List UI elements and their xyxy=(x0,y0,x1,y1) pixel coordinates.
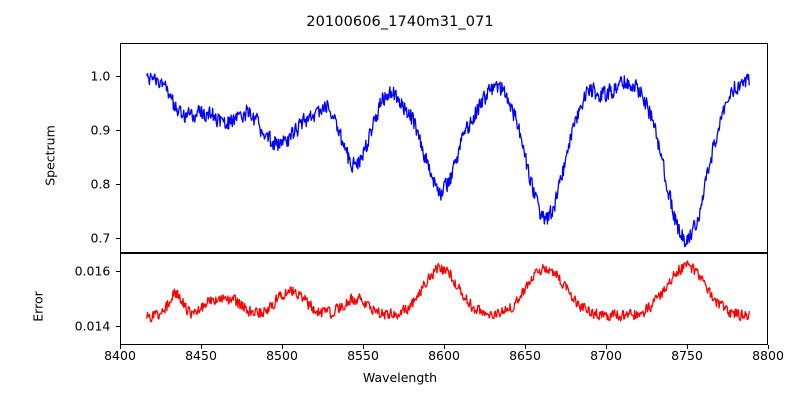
error-ytick-mark xyxy=(116,325,120,327)
error-ytick-label: 0.016 xyxy=(74,263,111,279)
error-ytick-mark xyxy=(116,270,120,272)
spectrum-y-axis-label: Spectrum xyxy=(42,125,58,186)
figure-title: 20100606_1740m31_071 xyxy=(306,14,494,30)
xtick-mark xyxy=(687,345,689,349)
xtick-label: 8550 xyxy=(347,348,379,363)
error-data-line xyxy=(146,260,750,323)
spectrum-ytick-mark xyxy=(116,237,120,239)
spectrum-ytick-mark xyxy=(116,76,120,78)
spectrum-ytick-mark xyxy=(116,130,120,132)
xtick-mark xyxy=(606,345,608,349)
xtick-label: 8650 xyxy=(509,348,541,363)
xtick-label: 8750 xyxy=(671,348,703,363)
xtick-label: 8450 xyxy=(185,348,217,363)
xtick-mark xyxy=(201,345,203,349)
error-ytick-label: 0.014 xyxy=(74,318,111,334)
xtick-label: 8700 xyxy=(590,348,622,363)
spectrum-data-line xyxy=(146,72,750,248)
xtick-mark xyxy=(768,345,770,349)
spectrum-ytick-label: 0.8 xyxy=(90,176,111,192)
spectrum-ytick-label: 0.9 xyxy=(90,122,111,138)
error-y-axis-label: Error xyxy=(30,291,46,322)
xtick-label: 8600 xyxy=(428,348,460,363)
spectrum-axes xyxy=(120,43,768,253)
xtick-mark xyxy=(525,345,527,349)
error-axes xyxy=(120,253,768,345)
error-plot-area xyxy=(146,260,750,323)
xtick-mark xyxy=(120,345,122,349)
xtick-label: 8800 xyxy=(752,348,784,363)
xtick-mark xyxy=(444,345,446,349)
spectrum-ytick-mark xyxy=(116,184,120,186)
spectrum-plot-area xyxy=(146,72,750,248)
xtick-mark xyxy=(363,345,365,349)
spectrum-ytick-label: 0.7 xyxy=(90,230,111,246)
xtick-label: 8400 xyxy=(104,348,136,363)
x-axis-label: Wavelength xyxy=(362,370,438,385)
xtick-mark xyxy=(282,345,284,349)
xtick-label: 8500 xyxy=(266,348,298,363)
spectrum-ytick-label: 1.0 xyxy=(90,68,111,84)
